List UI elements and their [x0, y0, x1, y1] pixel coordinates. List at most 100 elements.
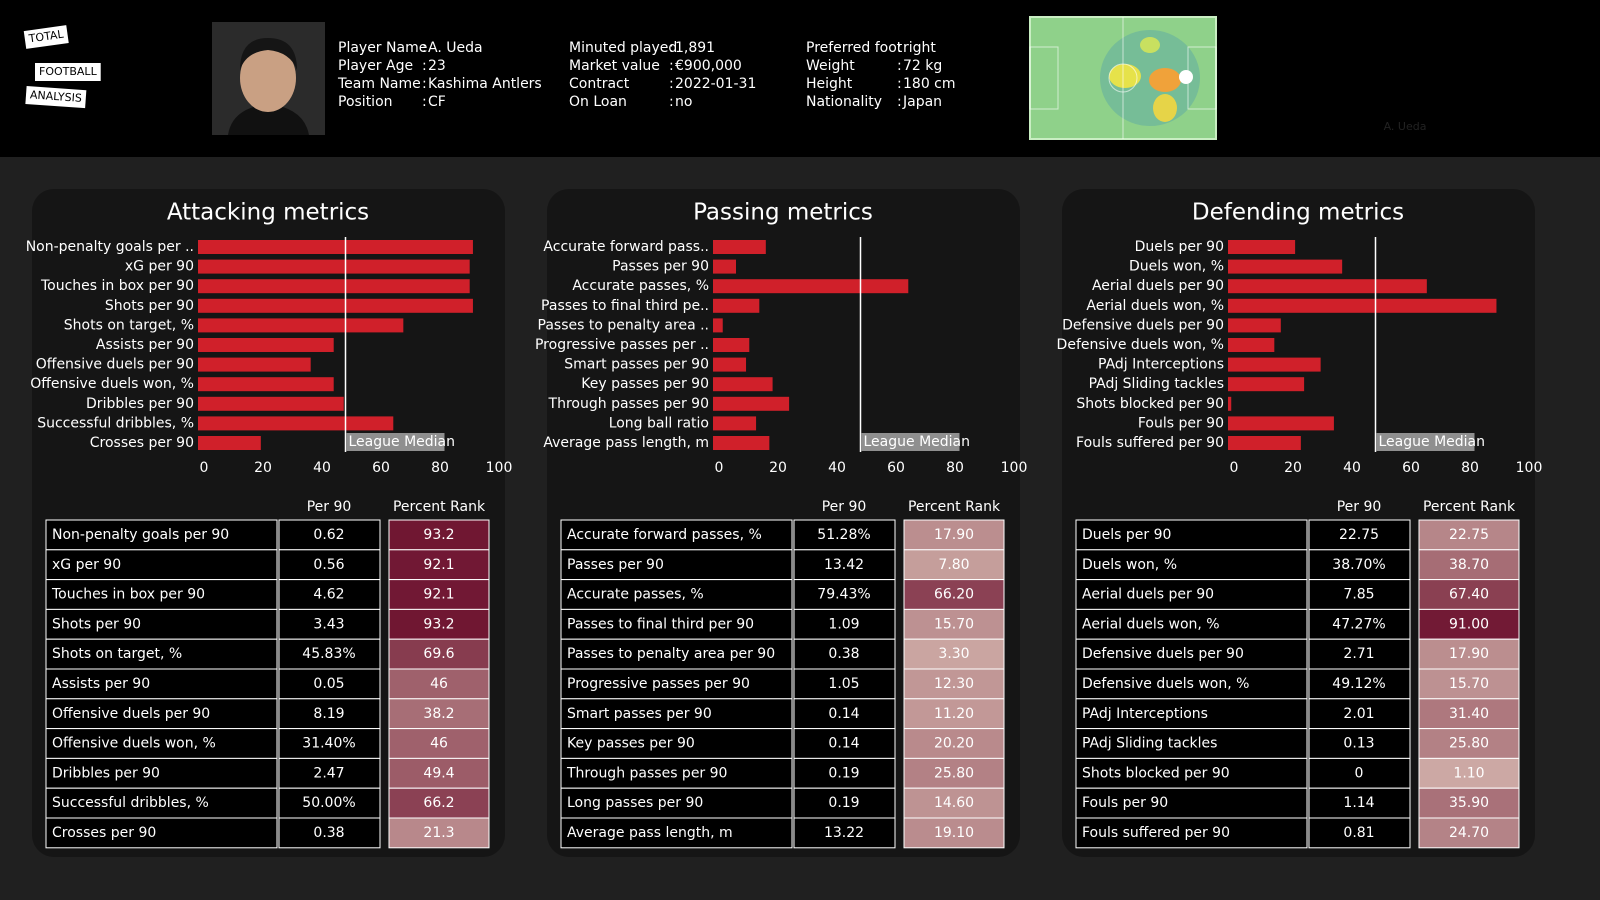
- info-label: Player Age: [338, 58, 413, 74]
- per90-value: 0.14: [828, 736, 859, 752]
- per90-value: 4.62: [313, 587, 344, 603]
- metric-name: Passes per 90: [567, 557, 664, 573]
- info-colon: :: [669, 58, 674, 74]
- bar-label: Passes per 90: [612, 259, 709, 275]
- info-label: Nationality: [806, 94, 882, 110]
- rank-value: 66.20: [934, 587, 974, 603]
- bar: [713, 279, 909, 294]
- cell: [45, 668, 278, 700]
- bar-label: Dribbles per 90: [86, 396, 194, 412]
- median-label: League Median: [864, 434, 971, 450]
- bar: [1228, 259, 1343, 274]
- cell: [278, 787, 381, 819]
- per90-value: 45.83%: [302, 646, 355, 662]
- per90-value: 1.14: [1343, 795, 1374, 811]
- logo-text: FOOTBALL: [39, 65, 98, 78]
- bar-label: Long ball ratio: [609, 415, 709, 431]
- metric-name: Crosses per 90: [52, 825, 156, 841]
- bar: [713, 338, 750, 352]
- info-label: Preferred foot: [806, 40, 903, 56]
- bar-label: Touches in box per 90: [40, 278, 194, 294]
- rank-cell: [903, 698, 1005, 730]
- cell: [1308, 668, 1411, 700]
- metric-name: Average pass length, m: [567, 825, 733, 841]
- cell: [560, 728, 793, 759]
- rank-cell: [903, 638, 1005, 670]
- cell: [45, 549, 278, 581]
- info-colon: :: [669, 94, 674, 110]
- bar-label: Aerial duels per 90: [1092, 278, 1224, 294]
- bar-label: Key passes per 90: [581, 376, 709, 392]
- rank-value: 31.40: [1449, 706, 1489, 722]
- cell: [45, 698, 278, 730]
- rank-cell: [388, 608, 490, 640]
- rank-value: 25.80: [934, 765, 974, 781]
- metric-name: Accurate passes, %: [567, 587, 704, 603]
- cell: [793, 608, 896, 640]
- bar-label: Shots per 90: [105, 298, 194, 314]
- rank-cell: [903, 519, 1005, 551]
- chart-title: Defending metrics: [1192, 200, 1404, 226]
- cell: [793, 817, 896, 849]
- per90-value: 0.19: [828, 765, 859, 781]
- info-colon: :: [422, 58, 427, 74]
- cell: [1308, 757, 1411, 789]
- bar-label: Offensive duels per 90: [36, 357, 194, 373]
- heatmap: [1029, 16, 1217, 140]
- per90-value: 50.00%: [302, 795, 355, 811]
- bar: [1228, 298, 1497, 313]
- per90-value: 0.81: [1343, 825, 1374, 841]
- x-tick-label: 0: [715, 460, 724, 476]
- cell: [1075, 579, 1308, 610]
- info-value: A. Ueda: [428, 40, 483, 56]
- x-tick-label: 80: [1461, 460, 1479, 476]
- info-label: Minuted played: [569, 40, 677, 56]
- metric-name: Successful dribbles, %: [52, 795, 209, 811]
- cell: [793, 519, 896, 551]
- metric-name: Non-penalty goals per 90: [52, 527, 229, 543]
- cell: [278, 608, 381, 640]
- logo-box: [35, 63, 101, 81]
- info-label: Market value: [569, 58, 660, 74]
- bar: [713, 377, 773, 392]
- bar: [713, 416, 757, 431]
- info-label: Team Name: [337, 76, 421, 92]
- rank-value: 20.20: [934, 736, 974, 752]
- logo-box: [23, 25, 69, 49]
- cell: [45, 579, 278, 610]
- metric-name: Passes to penalty area per 90: [567, 646, 775, 662]
- bar-label: Defensive duels won, %: [1057, 337, 1224, 353]
- rank-cell: [903, 787, 1005, 819]
- bar-label: Defensive duels per 90: [1062, 317, 1224, 333]
- rank-value: 24.70: [1449, 825, 1489, 841]
- info-label: Contract: [569, 76, 630, 92]
- rank-cell: [1418, 608, 1520, 640]
- metric-name: Shots blocked per 90: [1082, 765, 1230, 781]
- cell: [278, 519, 381, 551]
- per90-value: 79.43%: [817, 587, 870, 603]
- metric-name: Duels per 90: [1082, 527, 1171, 543]
- x-tick-label: 20: [1284, 460, 1302, 476]
- bar: [198, 279, 470, 294]
- cell: [1308, 519, 1411, 551]
- bar-label: Passes to final third pe..: [541, 298, 709, 314]
- rank-value: 25.80: [1449, 736, 1489, 752]
- bar: [713, 318, 723, 333]
- bar: [713, 357, 747, 372]
- bar-label: Passes to penalty area ..: [538, 317, 709, 333]
- median-label: League Median: [1379, 434, 1486, 450]
- rank-value: 49.4: [423, 765, 454, 781]
- x-tick-label: 40: [313, 460, 331, 476]
- cell: [560, 579, 793, 610]
- bar-label: Duels won, %: [1129, 259, 1224, 275]
- bar: [198, 338, 334, 352]
- info-label: On Loan: [569, 94, 627, 110]
- bar-label: Successful dribbles, %: [37, 415, 194, 431]
- metric-name: Key passes per 90: [567, 736, 695, 752]
- bar: [198, 396, 344, 411]
- cell: [793, 638, 896, 670]
- rank-value: 93.2: [423, 616, 454, 632]
- cell: [45, 638, 278, 670]
- bar: [198, 357, 311, 372]
- cell: [45, 757, 278, 789]
